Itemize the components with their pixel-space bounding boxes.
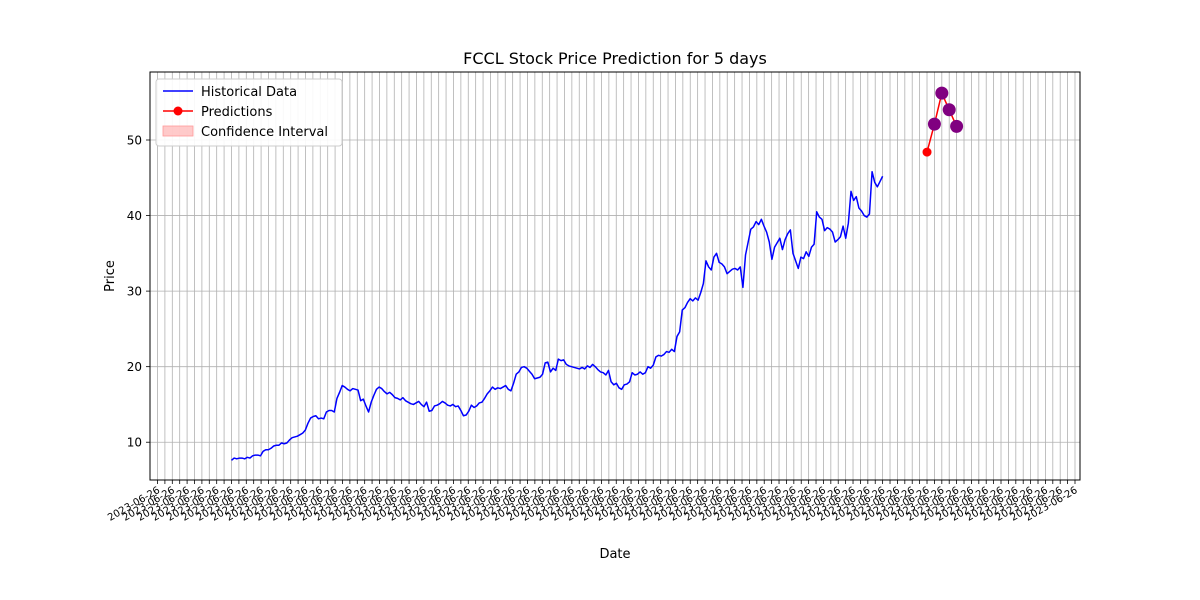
x-axis-ticks: 2023-06-262023-06-262023-06-262023-06-26… [106, 480, 1080, 524]
prediction-marker [927, 117, 941, 131]
chart-title: FCCL Stock Price Prediction for 5 days [463, 49, 767, 68]
grid-lines [150, 72, 1080, 480]
y-tick-label: 30 [127, 285, 142, 299]
x-axis-label: Date [599, 547, 630, 562]
legend-box [155, 78, 343, 147]
prediction-marker [950, 119, 964, 133]
prediction-marker [935, 86, 949, 100]
legend-confidence-swatch [162, 125, 194, 137]
y-tick-label: 20 [127, 360, 142, 374]
legend-predictions-label: Predictions [201, 105, 273, 120]
legend-confidence-label: Confidence Interval [201, 125, 328, 140]
y-axis-ticks: 10 20 30 40 50 [127, 134, 150, 450]
y-tick-label: 10 [127, 436, 142, 450]
prediction-point [922, 147, 932, 157]
legend: Historical Data Predictions Confidence I… [155, 78, 343, 147]
prediction-marker [942, 103, 956, 117]
y-tick-label: 50 [127, 134, 142, 148]
historical-data-line [231, 170, 884, 461]
y-axis-label: Price [103, 260, 118, 292]
legend-historical-label: Historical Data [201, 85, 297, 100]
axes-frame [149, 71, 1081, 481]
plot-series [231, 86, 964, 461]
y-tick-label: 40 [127, 209, 142, 223]
legend-predictions-marker [173, 106, 183, 116]
